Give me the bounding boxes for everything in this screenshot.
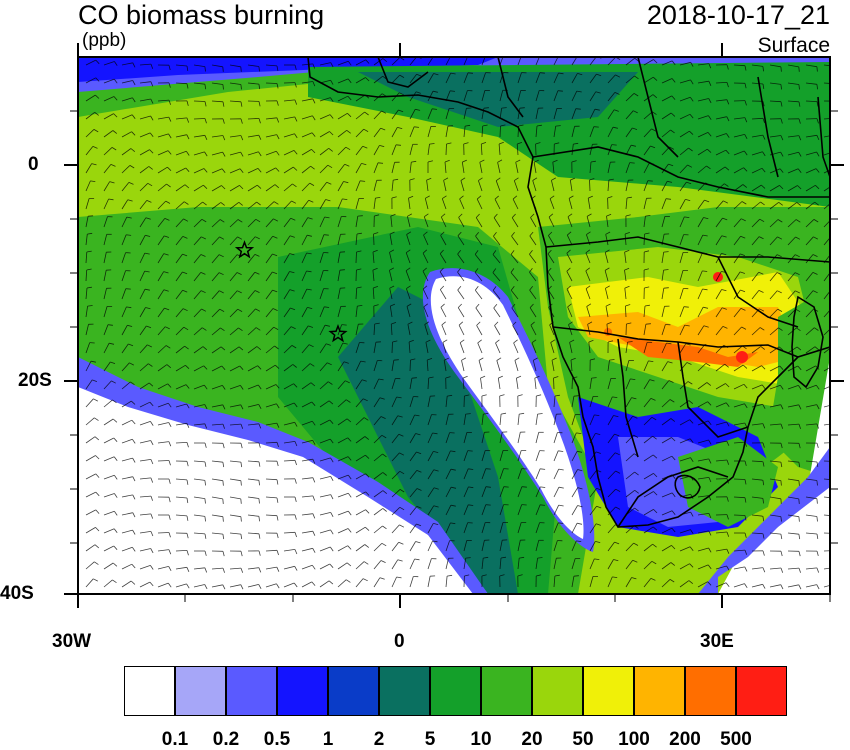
botswana-border [677,341,749,438]
west-africa-border-2 [497,57,524,118]
colorbar-tick-label: 0.2 [212,729,240,750]
colorbar-tick-label: 0.5 [263,729,291,750]
colorbar-swatch [583,666,634,716]
west-africa-border-1 [377,57,429,88]
x-axis-label-30e: 30E [700,631,734,652]
colorbar-swatch [634,666,685,716]
southwest-edge-field [78,357,488,594]
level-label: Surface [757,34,830,57]
colorbar-tick-label: 200 [669,729,701,750]
coastlines-and-borders [307,57,830,528]
wind-barbs-overlay [85,57,830,590]
colorbar [124,666,787,716]
colorbar-swatch [175,666,226,716]
southeast-edge-field [698,447,830,594]
y-axis-label-20s: 20S [18,370,52,391]
angola-north-border [545,236,830,263]
namibia-border [617,338,639,458]
east-africa-border-2 [757,76,779,178]
fire-hotspot-1 [736,351,748,363]
colorbar-tick-label: 2 [373,729,385,750]
colorbar-tick-label: 5 [424,729,436,750]
colorbar-tick-label: 20 [521,729,543,750]
east-africa-border-1 [637,57,679,158]
y-axis-label-0: 0 [28,154,39,175]
southwest-clean-field [78,367,488,594]
x-axis-label-0: 0 [394,631,405,652]
colorbar-swatch [328,666,379,716]
east-africa-border-3 [817,96,830,178]
colorbar-swatch [481,666,532,716]
x-axis-label-30w: 30W [52,631,92,652]
units-label: (ppb) [82,30,127,51]
lesotho-border [674,474,701,499]
ocean-teal-core [338,287,518,594]
colorbar-tick-label: 1 [322,729,334,750]
north-deep-blue-field [78,57,498,82]
colorbar-swatch [532,666,583,716]
africa-coastline [307,57,830,528]
colorbar-swatch [685,666,736,716]
central-africa-border [532,146,830,198]
colorbar-swatch [277,666,328,716]
namibia-clean-tongue [430,276,584,539]
colorbar-swatch [430,666,481,716]
station-star-2 [328,324,348,343]
colorbar-tick-label: 100 [618,729,650,750]
colorbar-swatch [226,666,277,716]
map-title: CO biomass burning [78,0,325,30]
colorbar-tick-label: 50 [572,729,594,750]
y-axis-label-40s: 40S [0,583,34,604]
sahel-field [358,72,638,127]
co-concentration-map [78,57,830,594]
colorbar-swatch [736,666,787,716]
colorbar-tick-label: 500 [720,729,752,750]
southern-africa-hotspot [618,337,758,367]
colorbar-swatch [124,666,175,716]
colorbar-tick-label: 0.1 [161,729,189,750]
zambia-border [717,256,799,328]
colorbar-swatch [379,666,430,716]
south-africa-border [617,466,729,528]
station-star-1 [234,240,255,259]
madagascar-coast [791,295,824,389]
colorbar-tick-label: 10 [470,729,492,750]
timestamp-label: 2018-10-17_21 [646,0,830,30]
southeast-clean-field [718,357,830,594]
